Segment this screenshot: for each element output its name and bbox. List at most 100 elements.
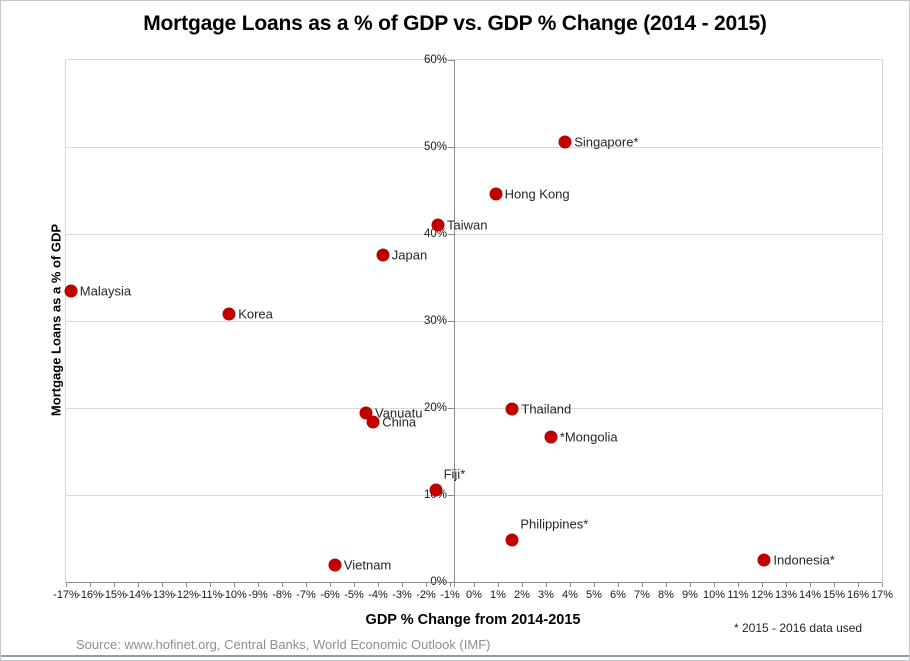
x-axis-tick bbox=[762, 583, 763, 587]
x-axis-tick bbox=[138, 583, 139, 587]
data-point-fiji- bbox=[429, 483, 443, 497]
x-axis-tick bbox=[834, 583, 835, 587]
data-point--mongolia bbox=[544, 430, 558, 444]
data-point-label: *Mongolia bbox=[559, 429, 618, 445]
x-axis-tick bbox=[786, 583, 787, 587]
x-axis-title: GDP % Change from 2014-2015 bbox=[365, 612, 581, 628]
x-axis-tick bbox=[522, 583, 523, 587]
data-point-label: Hong Kong bbox=[504, 186, 570, 202]
x-tick-label: -6% bbox=[320, 589, 340, 601]
x-tick-label: 15% bbox=[822, 589, 846, 601]
x-axis-tick bbox=[114, 583, 115, 587]
plot-area: 0% 10% 20% 30% 40% 50% 60% -17%-16%-15%-14%-13%… bbox=[53, 54, 893, 601]
x-axis-tick bbox=[282, 583, 283, 587]
x-tick-label: -7% bbox=[296, 589, 316, 601]
x-tick-label: 10% bbox=[702, 589, 726, 601]
gridline bbox=[66, 408, 882, 409]
data-point-philippines- bbox=[505, 533, 519, 547]
chart-title: Mortgage Loans as a % of GDP vs. GDP % C… bbox=[143, 12, 767, 35]
x-tick-label: 17% bbox=[870, 589, 894, 601]
data-point-label: Indonesia* bbox=[773, 552, 835, 568]
x-axis-tick bbox=[570, 583, 571, 587]
x-tick-label: -5% bbox=[344, 589, 364, 601]
x-tick-label: 4% bbox=[562, 589, 578, 601]
y-tick-label: 20% bbox=[423, 402, 447, 414]
y-axis-tick bbox=[448, 147, 454, 148]
data-point-label: Korea bbox=[238, 306, 273, 322]
y-tick-label: 60% bbox=[423, 54, 447, 66]
x-axis-tick bbox=[426, 583, 427, 587]
data-point-label: Vietnam bbox=[343, 557, 392, 573]
x-axis-tick bbox=[882, 583, 883, 587]
gridline bbox=[66, 495, 882, 496]
y-tick-label: 40% bbox=[423, 228, 447, 240]
x-tick-label: -17% bbox=[53, 589, 79, 601]
x-axis-tick bbox=[354, 583, 355, 587]
x-tick-label: 5% bbox=[586, 589, 602, 601]
x-axis-tick bbox=[546, 583, 547, 587]
x-axis-tick bbox=[162, 583, 163, 587]
x-axis-tick bbox=[378, 583, 379, 587]
x-tick-label: 11% bbox=[727, 589, 749, 601]
y-axis-title: Mortgage Loans as a % of GDP bbox=[48, 223, 64, 417]
x-axis-tick bbox=[450, 583, 451, 587]
data-point-hong-kong bbox=[489, 187, 503, 201]
x-tick-label: -1% bbox=[440, 589, 460, 601]
y-axis-tick bbox=[448, 60, 454, 61]
x-axis-tick bbox=[498, 583, 499, 587]
x-axis-tick bbox=[714, 583, 715, 587]
data-point-label: Japan bbox=[391, 247, 428, 263]
data-point-label: Thailand bbox=[521, 401, 572, 417]
x-tick-label: 12% bbox=[750, 589, 774, 601]
x-tick-label: 9% bbox=[682, 589, 698, 601]
x-axis-tick bbox=[66, 583, 67, 587]
x-axis-tick bbox=[258, 583, 259, 587]
y-axis-tick bbox=[448, 408, 454, 409]
x-tick-label: -13% bbox=[149, 589, 175, 601]
data-point-singapore- bbox=[558, 135, 572, 149]
x-axis-tick bbox=[186, 583, 187, 587]
x-tick-label: -10% bbox=[221, 589, 247, 601]
x-axis-tick bbox=[330, 583, 331, 587]
x-axis-tick bbox=[738, 583, 739, 587]
x-tick-label: -12% bbox=[173, 589, 199, 601]
x-axis-tick bbox=[402, 583, 403, 587]
data-point-malaysia bbox=[64, 284, 78, 298]
data-point-japan bbox=[376, 248, 390, 262]
x-axis-tick bbox=[474, 583, 475, 587]
x-tick-label: -8% bbox=[272, 589, 292, 601]
data-point-label: Singapore* bbox=[574, 134, 639, 150]
x-axis-tick bbox=[306, 583, 307, 587]
gridline bbox=[66, 234, 882, 235]
x-tick-label: 3% bbox=[538, 589, 554, 601]
x-tick-label: 16% bbox=[846, 589, 870, 601]
x-axis-tick bbox=[642, 583, 643, 587]
x-axis-tick bbox=[666, 583, 667, 587]
x-tick-label: -2% bbox=[416, 589, 436, 601]
data-point-label: Taiwan bbox=[447, 217, 488, 233]
y-axis-line bbox=[454, 60, 455, 587]
data-point-label: Philippines* bbox=[520, 516, 589, 532]
x-tick-label: -3% bbox=[392, 589, 412, 601]
x-tick-label: 13% bbox=[774, 589, 798, 601]
bottom-divider bbox=[1, 655, 909, 657]
data-point-china bbox=[366, 415, 380, 429]
y-axis-tick bbox=[448, 321, 454, 322]
data-point-label: Vanuatu bbox=[375, 405, 423, 421]
x-axis-tick bbox=[90, 583, 91, 587]
x-axis-tick bbox=[210, 583, 211, 587]
x-tick-label: 8% bbox=[658, 589, 674, 601]
data-point-korea bbox=[222, 307, 236, 321]
footnote: * 2015 - 2016 data used bbox=[734, 621, 863, 635]
y-tick-label: 50% bbox=[423, 141, 447, 153]
data-point-taiwan bbox=[431, 218, 445, 232]
x-tick-label: 14% bbox=[798, 589, 822, 601]
x-axis-tick bbox=[594, 583, 595, 587]
data-point-vietnam bbox=[328, 558, 342, 572]
x-tick-label: 0% bbox=[466, 589, 482, 601]
gridline bbox=[66, 147, 882, 148]
x-tick-label: -4% bbox=[368, 589, 388, 601]
y-axis-tick bbox=[448, 495, 454, 496]
y-axis-tick bbox=[448, 234, 454, 235]
